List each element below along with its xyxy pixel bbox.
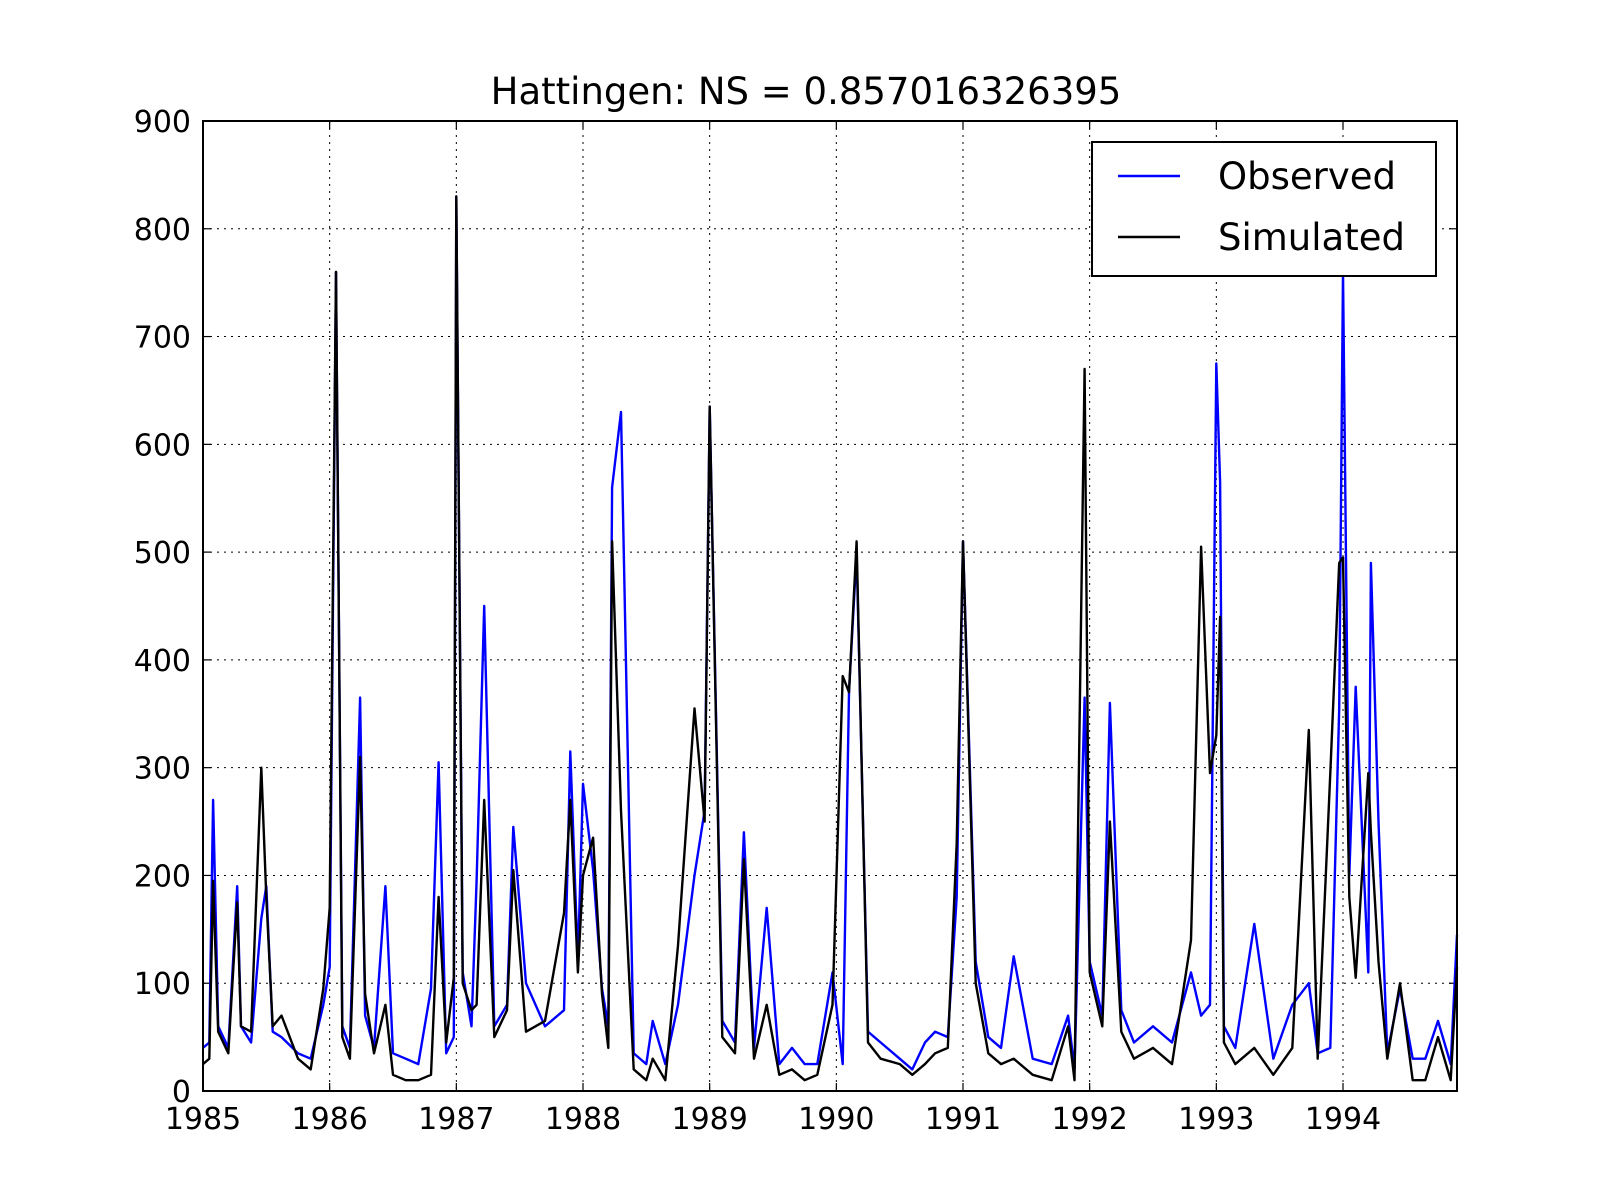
- x-tick-label: 1990: [798, 1102, 874, 1137]
- y-tick-label: 700: [134, 321, 191, 356]
- x-tick-label: 1993: [1178, 1102, 1254, 1137]
- plot-area-frame: [202, 120, 1458, 1092]
- x-tick-label: 1985: [165, 1102, 241, 1137]
- y-tick-label: 300: [134, 752, 191, 787]
- legend-label-simulated: Simulated: [1218, 216, 1405, 259]
- y-tick-label: 100: [134, 967, 191, 1002]
- x-tick-label: 1994: [1305, 1102, 1381, 1137]
- legend-box: [1091, 141, 1437, 277]
- y-tick-label: 500: [134, 536, 191, 571]
- y-axis-tick-labels: 0 100 200 300 400 500 600 700 800 900: [134, 105, 191, 1110]
- y-tick-label: 200: [134, 859, 191, 894]
- x-axis-tick-labels: 1985 1986 1987 1988 1989 1990 1991 1992 1993 1994: [165, 1102, 1381, 1137]
- y-tick-label: 800: [134, 213, 191, 248]
- series-observed-line: [202, 195, 1459, 1071]
- data-series: [202, 195, 1459, 1082]
- x-tick-label: 1988: [545, 1102, 621, 1137]
- chart-title: Hattingen: NS = 0.857016326395: [491, 70, 1122, 113]
- x-tick-label: 1992: [1051, 1102, 1127, 1137]
- y-tick-label: 900: [134, 105, 191, 140]
- x-tick-label: 1989: [671, 1102, 747, 1137]
- x-tick-label: 1986: [291, 1102, 367, 1137]
- x-tick-label: 1991: [925, 1102, 1001, 1137]
- y-tick-label: 400: [134, 644, 191, 679]
- legend-label-observed: Observed: [1218, 155, 1396, 198]
- y-tick-label: 600: [134, 428, 191, 463]
- x-tick-label: 1987: [418, 1102, 494, 1137]
- series-simulated-line: [202, 195, 1459, 1082]
- chart-legend: Observed Simulated: [1091, 141, 1437, 277]
- y-tick-label: 0: [172, 1075, 191, 1110]
